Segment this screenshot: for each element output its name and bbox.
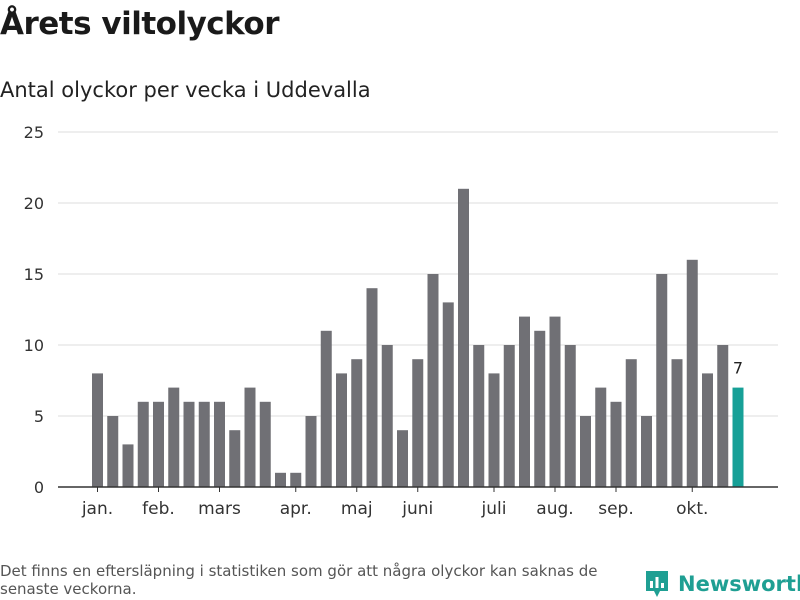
bar	[320, 330, 332, 487]
x-tick-label: juni	[401, 499, 433, 519]
bar	[290, 472, 302, 487]
bar-highlight	[732, 387, 744, 487]
bar	[168, 387, 180, 487]
bar	[122, 444, 134, 487]
bar	[244, 387, 256, 487]
bar	[473, 345, 485, 487]
bar-chart-pin-icon	[646, 571, 668, 597]
bar	[488, 373, 500, 487]
bar	[183, 401, 195, 487]
bar	[503, 345, 515, 487]
chart-subtitle: Antal olyckor per vecka i Uddevalla	[0, 78, 371, 102]
x-tick-label: maj	[341, 499, 373, 519]
bar	[656, 274, 668, 487]
bar	[351, 359, 363, 487]
bar	[137, 401, 149, 487]
bar	[702, 373, 713, 487]
bar-chart: 0 5 10 15 20 25 7 jan. feb. mars apr. maj juni juli au…	[24, 123, 778, 519]
bar	[153, 401, 164, 487]
bar	[397, 430, 408, 487]
bar	[366, 288, 378, 487]
y-tick-label: 25	[24, 123, 44, 142]
x-tick-label: okt.	[676, 499, 708, 519]
bar	[214, 401, 225, 487]
x-tick-label: sep.	[598, 499, 634, 519]
bar	[92, 373, 103, 487]
bar	[229, 430, 241, 487]
x-tick-label: juli	[481, 499, 507, 519]
bar	[458, 188, 469, 488]
bar	[595, 387, 607, 487]
brand-logo[interactable]: Newsworthy	[644, 569, 800, 599]
bar	[198, 401, 210, 487]
bar	[442, 302, 454, 487]
bar	[671, 359, 683, 487]
bar	[107, 416, 119, 487]
bar	[427, 274, 439, 487]
data-label: 7	[733, 359, 743, 378]
bar	[580, 416, 591, 487]
x-tick-label: feb.	[142, 499, 175, 519]
bar	[610, 401, 622, 487]
x-tick-label: aug.	[536, 499, 573, 519]
x-tick-label: jan.	[81, 499, 113, 519]
y-tick-label: 0	[34, 478, 44, 497]
x-tick-label: apr.	[280, 499, 312, 519]
bar	[564, 345, 576, 487]
bar	[381, 345, 393, 487]
bar	[519, 316, 530, 487]
footnote: Det finns en eftersläpning i statistiken…	[0, 562, 598, 598]
chart-title: Årets viltolyckor	[0, 6, 280, 42]
y-tick-label: 20	[24, 194, 44, 213]
bar	[625, 359, 637, 487]
bar	[686, 259, 698, 487]
brand-name: Newsworthy	[678, 572, 800, 596]
bar	[336, 373, 347, 487]
x-tick-label: mars	[198, 499, 241, 519]
bar	[549, 316, 561, 487]
y-tick-label: 15	[24, 265, 44, 284]
bar	[717, 345, 729, 487]
bar	[412, 359, 424, 487]
bar	[641, 416, 652, 487]
y-tick-label: 10	[24, 336, 44, 355]
y-tick-label: 5	[34, 407, 44, 426]
bar	[534, 330, 546, 487]
bar	[305, 416, 317, 487]
bar	[275, 472, 286, 487]
bar	[259, 401, 271, 487]
